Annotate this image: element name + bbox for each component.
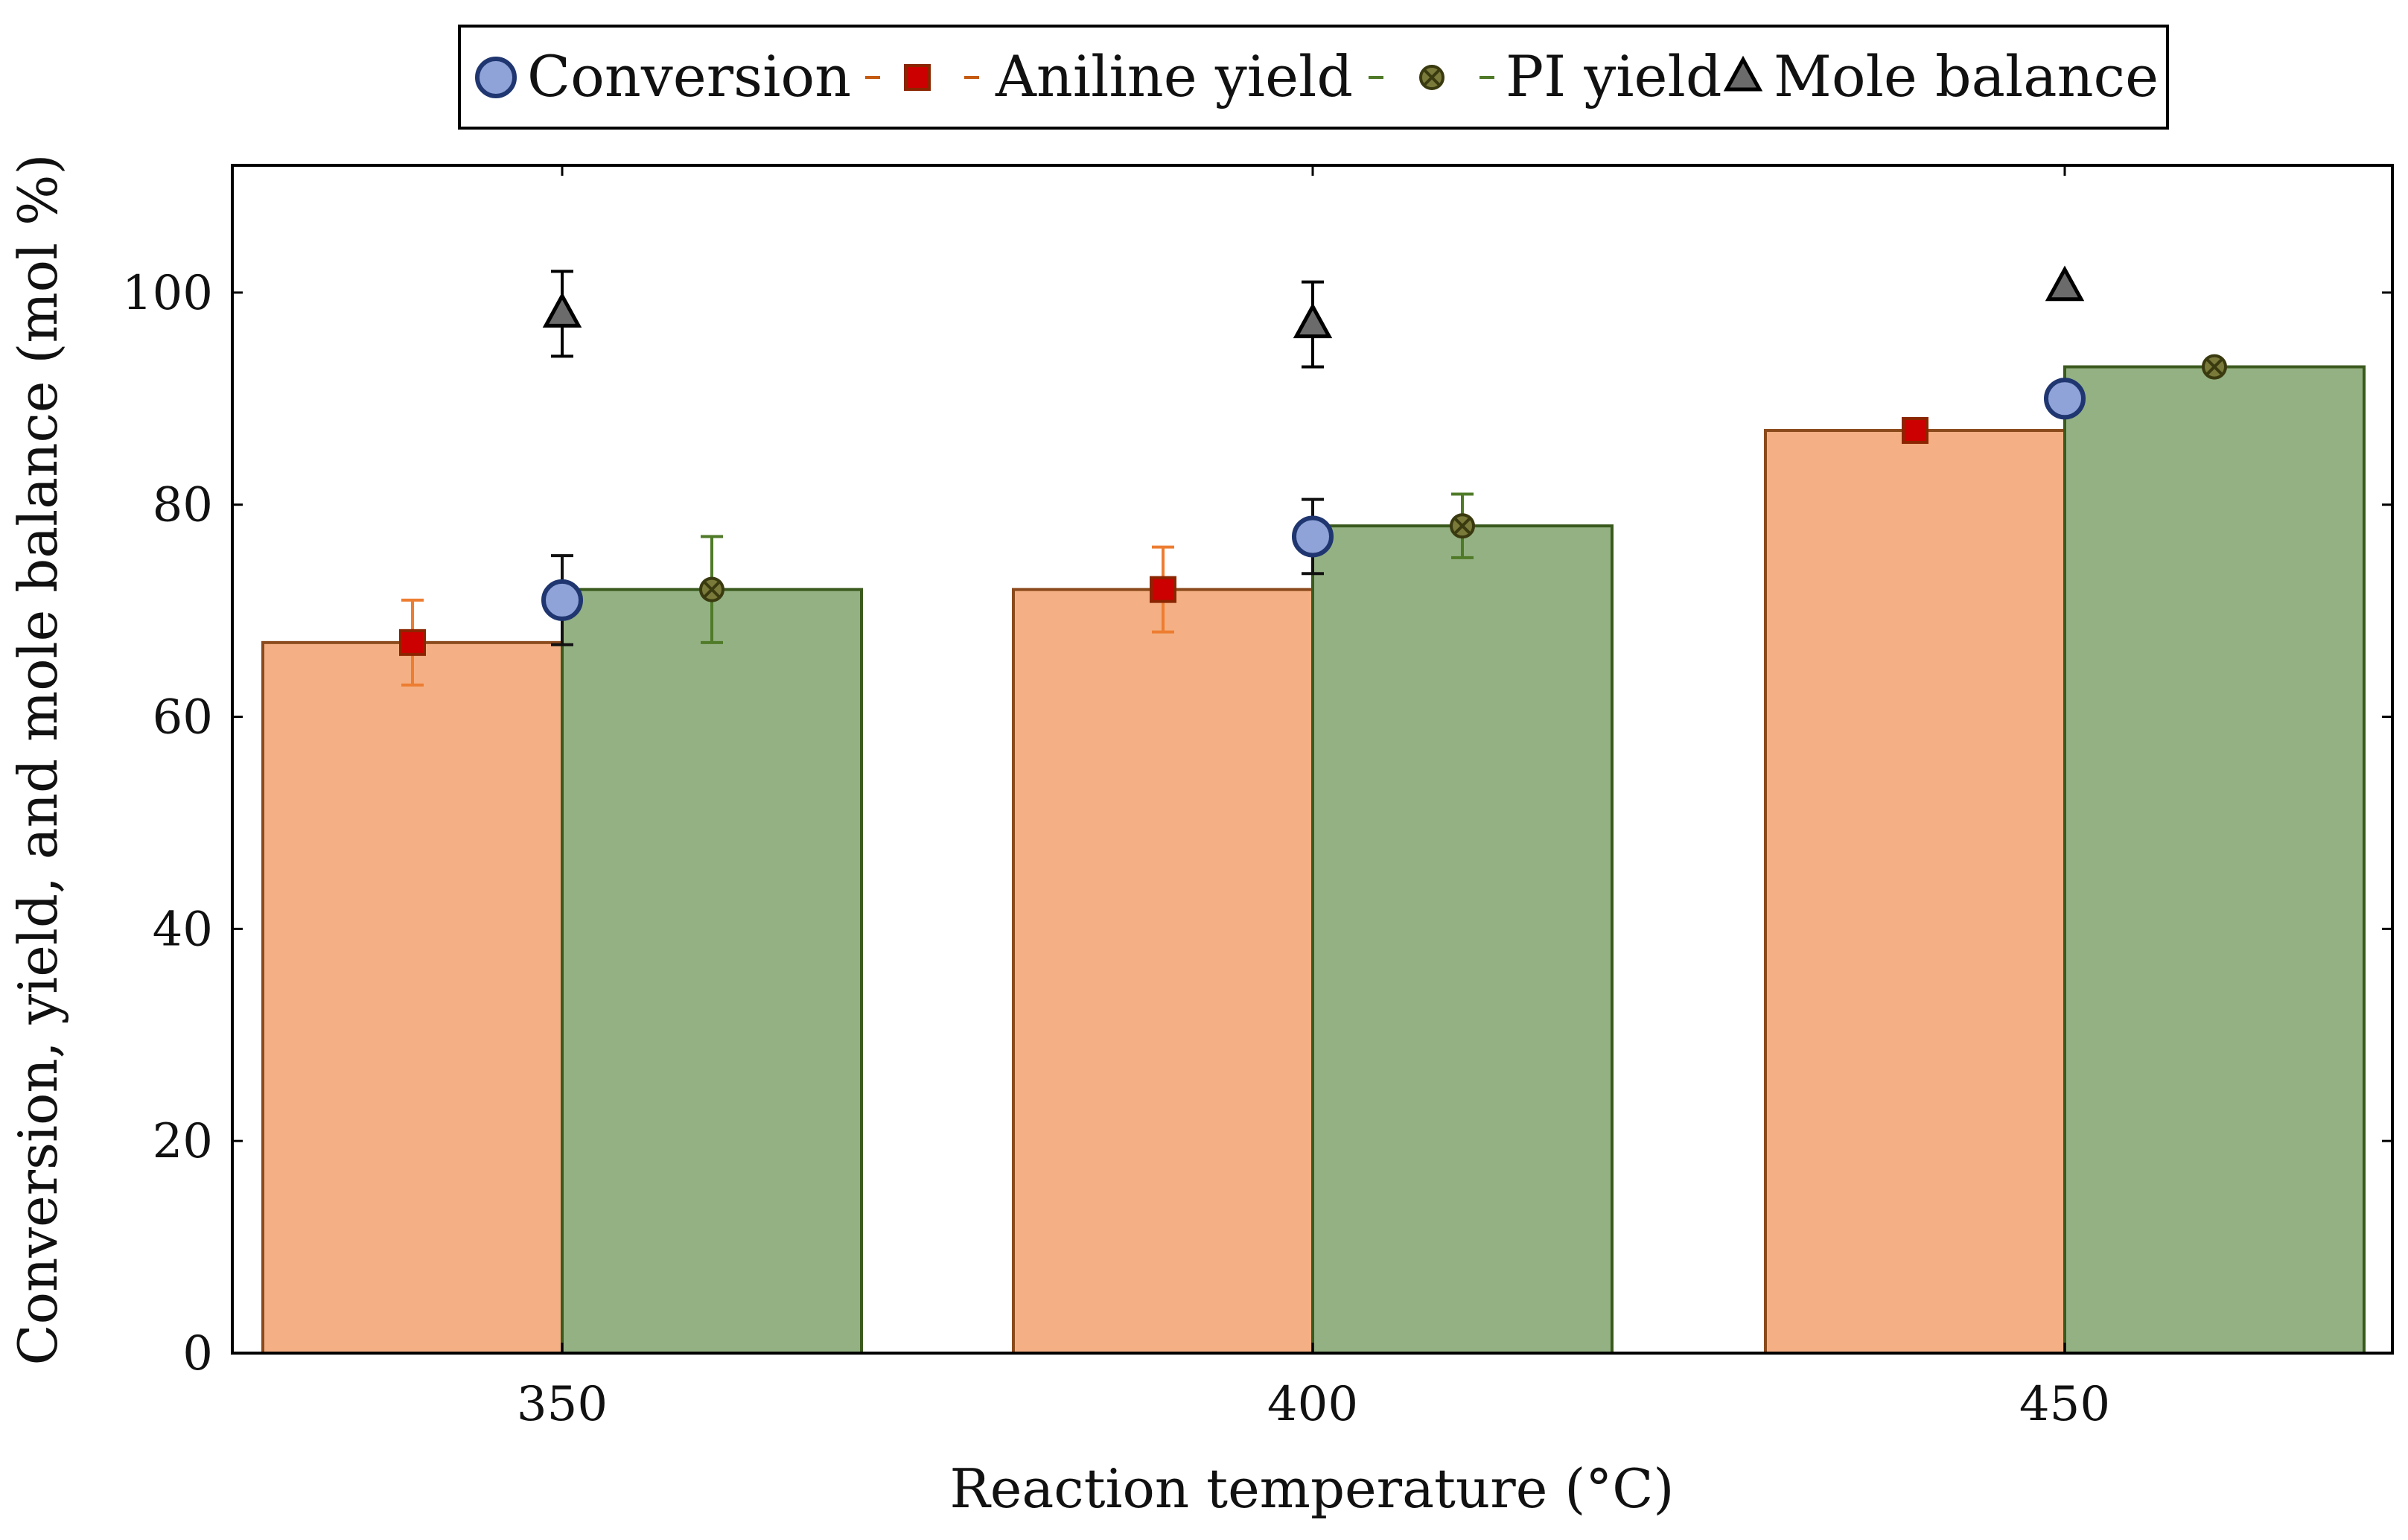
marker-pi-450 (2202, 354, 2227, 380)
legend-label-pi-yield: PI yield (1506, 43, 1722, 109)
marker-mole-balance-400 (1293, 302, 1333, 339)
marker-aniline-400 (1150, 576, 1176, 603)
bar-pi-400 (1311, 524, 1614, 1355)
legend-item-conversion: Conversion (475, 43, 851, 109)
x-axis-title: Reaction temperature (°C) (950, 1457, 1675, 1520)
marker-conversion-400 (1292, 515, 1334, 558)
marker-pi-350 (699, 576, 724, 602)
x-tick-label-400: 400 (1267, 1377, 1358, 1432)
marker-aniline-450 (1902, 417, 1928, 445)
x-tick-label-450: 450 (2019, 1377, 2110, 1432)
y-axis-title: Conversion, yield, and mole balance (mol… (7, 154, 69, 1366)
marker-pi-400 (1450, 513, 1475, 539)
bar-aniline-450 (1764, 429, 2066, 1355)
legend-marker-pi-yield (1419, 65, 1445, 90)
bar-aniline-350 (261, 640, 564, 1355)
legend-item-pi-yield: PI yield (1369, 43, 1722, 109)
legend-item-aniline-yield: Aniline yield (865, 43, 1353, 109)
legend: Conversion Aniline yield PI yield Mole bala… (458, 25, 2169, 130)
legend-marker-conversion (475, 57, 517, 98)
marker-conversion-350 (541, 579, 583, 621)
bar-pi-450 (2063, 365, 2366, 1355)
legend-label-conversion: Conversion (527, 43, 851, 109)
x-tick-label-350: 350 (517, 1377, 608, 1432)
y-tick-label-40: 40 (153, 902, 213, 957)
legend-item-mole-balance: Mole balance (1723, 43, 2159, 109)
bar-aniline-400 (1012, 588, 1314, 1355)
marker-conversion-450 (2044, 378, 2086, 420)
legend-label-aniline-yield: Aniline yield (995, 43, 1353, 109)
y-tick-label-0: 0 (182, 1326, 213, 1381)
y-tick-label-80: 80 (153, 478, 213, 533)
marker-aniline-350 (399, 629, 426, 656)
y-tick-label-60: 60 (153, 690, 213, 745)
y-tick-label-20: 20 (153, 1114, 213, 1169)
legend-marker-aniline-yield (904, 64, 931, 91)
bar-pi-350 (561, 588, 863, 1355)
marker-mole-balance-350 (542, 292, 582, 328)
legend-marker-mole-balance (1723, 55, 1763, 92)
legend-label-mole-balance: Mole balance (1774, 43, 2159, 109)
marker-mole-balance-450 (2045, 265, 2085, 302)
y-tick-label-100: 100 (122, 266, 213, 321)
legend-frame (458, 25, 2169, 130)
